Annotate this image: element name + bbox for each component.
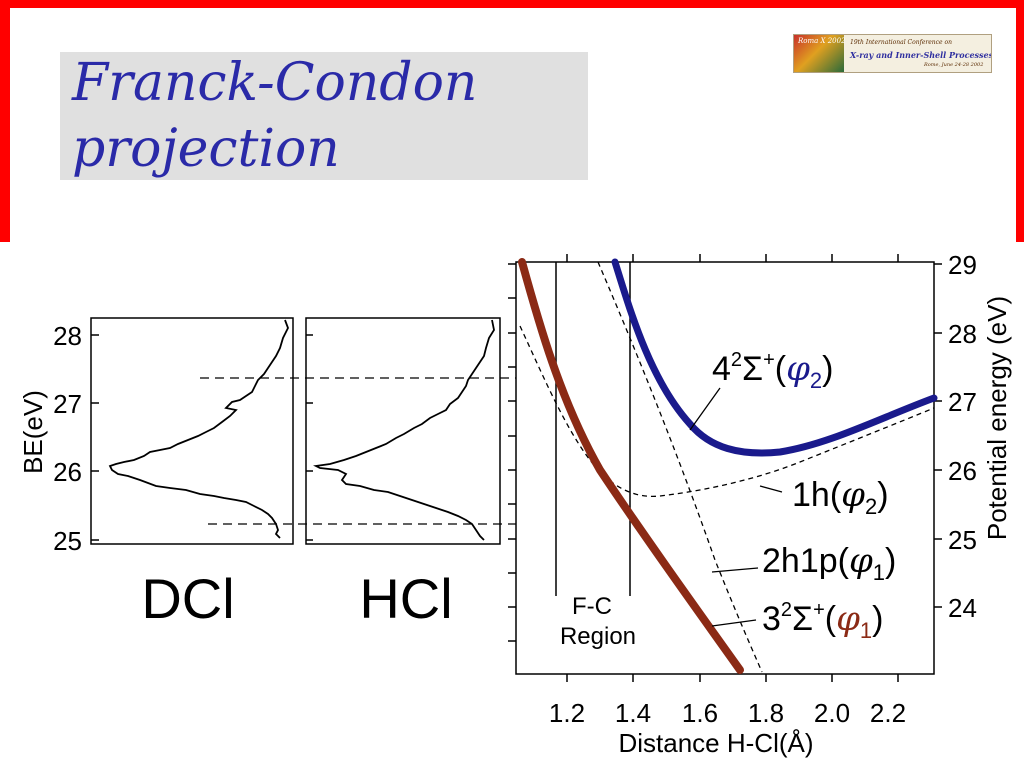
dcl-spectrum [108, 319, 289, 539]
xtick-1-8: 1.8 [748, 698, 784, 728]
label-1h-phi2: 1h(φ2) [792, 475, 889, 519]
xtick-2-2: 2.2 [870, 698, 906, 728]
ytick-27: 27 [948, 387, 977, 417]
spectra-ylabel: BE(eV) [18, 390, 48, 474]
xtick-2-0: 2.0 [814, 698, 850, 728]
potential-plot: 1.2 1.4 1.6 1.8 2.0 2.2 Distance H-Cl(Å)… [508, 250, 1012, 758]
spectra-ytick-27: 27 [53, 389, 82, 419]
title-line-2: projection [72, 119, 340, 179]
hcl-label: HCl [359, 567, 452, 630]
xtick-1-6: 1.6 [682, 698, 718, 728]
dcl-label: DCl [141, 567, 234, 630]
ytick-29: 29 [948, 250, 977, 280]
label-2h1p-phi1: 2h1p(φ1) [762, 541, 896, 585]
label-3-sigma-phi1: 32Σ+(φ1) [762, 599, 883, 643]
ytick-28: 28 [948, 319, 977, 349]
spectra-ytick-28: 28 [53, 321, 82, 351]
xtick-1-2: 1.2 [549, 698, 585, 728]
conference-logo: Roma X 2002 19th International Conferenc… [793, 34, 992, 73]
dcl-panel-frame [90, 317, 294, 545]
potential-plot-frame [515, 261, 935, 675]
curve-2h1p-phi1 [597, 261, 763, 673]
curve-4-sigma-phi2 [611, 258, 938, 457]
title-line-1: Franck-Condon [72, 53, 478, 113]
slide-title: Franck-Condon projection [72, 50, 592, 182]
potential-xlabel: Distance H-Cl(Å) [618, 728, 813, 758]
hcl-spectrum [313, 319, 495, 541]
label-leader-lines [689, 387, 783, 627]
fc-region-label-1: F-C [572, 593, 612, 620]
logo-line-3: Rome, June 24-28 2002 [924, 62, 984, 68]
potential-xticks [566, 254, 899, 682]
curve-1h-phi2 [519, 325, 935, 498]
spectra-ytick-26: 26 [53, 457, 82, 487]
xtick-1-4: 1.4 [615, 698, 651, 728]
label-4-sigma-phi2: 42Σ+(φ2) [712, 349, 833, 393]
spectra-ytick-25: 25 [53, 526, 82, 556]
ytick-24: 24 [948, 593, 977, 623]
title-box [60, 52, 588, 180]
logo-line-1: 19th International Conference on [850, 39, 952, 46]
ytick-25: 25 [948, 525, 977, 555]
spectra-group: 28 27 26 25 BE(eV) [18, 317, 501, 556]
fc-region-label-2: Region [560, 623, 636, 650]
potential-yticks [508, 263, 942, 642]
logo-tag: Roma X 2002 [798, 37, 846, 45]
ytick-26: 26 [948, 456, 977, 486]
logo-line-2: X-ray and Inner-Shell Processes [850, 50, 992, 60]
potential-ylabel: Potential energy (eV) [982, 296, 1012, 540]
curve-3-sigma-phi1 [518, 258, 744, 674]
hcl-panel-frame [305, 317, 501, 545]
logo-image [794, 35, 844, 72]
spectra-yticks [91, 334, 313, 541]
